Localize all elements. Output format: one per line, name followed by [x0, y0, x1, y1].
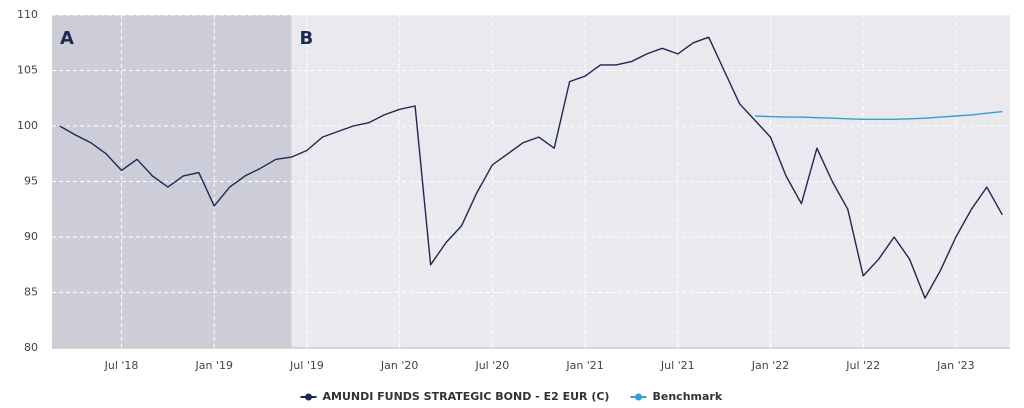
x-tick-label: Jul '21	[660, 359, 695, 372]
series-line	[754, 110, 1003, 120]
series-line	[59, 36, 1003, 299]
legend-marker	[305, 393, 312, 401]
x-tick-label: Jan '23	[936, 359, 974, 372]
region-label: B	[300, 28, 314, 49]
legend-marker	[635, 393, 642, 401]
y-tick-label: 110	[17, 8, 38, 21]
x-tick-label: Jan '20	[380, 359, 418, 372]
x-tick-label: Jan '22	[751, 359, 789, 372]
region-label: A	[60, 28, 74, 49]
y-tick-label: 90	[24, 230, 38, 243]
legend-label: AMUNDI FUNDS STRATEGIC BOND - E2 EUR (C)	[323, 390, 610, 403]
x-tick-label: Jan '19	[194, 359, 232, 372]
y-tick-label: 105	[17, 64, 38, 77]
x-tick-label: Jan '21	[565, 359, 603, 372]
y-tick-label: 100	[17, 119, 38, 132]
x-tick-label: Jul '20	[474, 359, 509, 372]
y-tick-label: 80	[24, 341, 38, 354]
x-tick-label: Jul '19	[289, 359, 324, 372]
legend-label: Benchmark	[653, 390, 723, 403]
x-tick-label: Jul '22	[845, 359, 880, 372]
y-tick-label: 85	[24, 286, 38, 299]
x-tick-label: Jul '18	[104, 359, 139, 372]
y-tick-label: 95	[24, 175, 38, 188]
